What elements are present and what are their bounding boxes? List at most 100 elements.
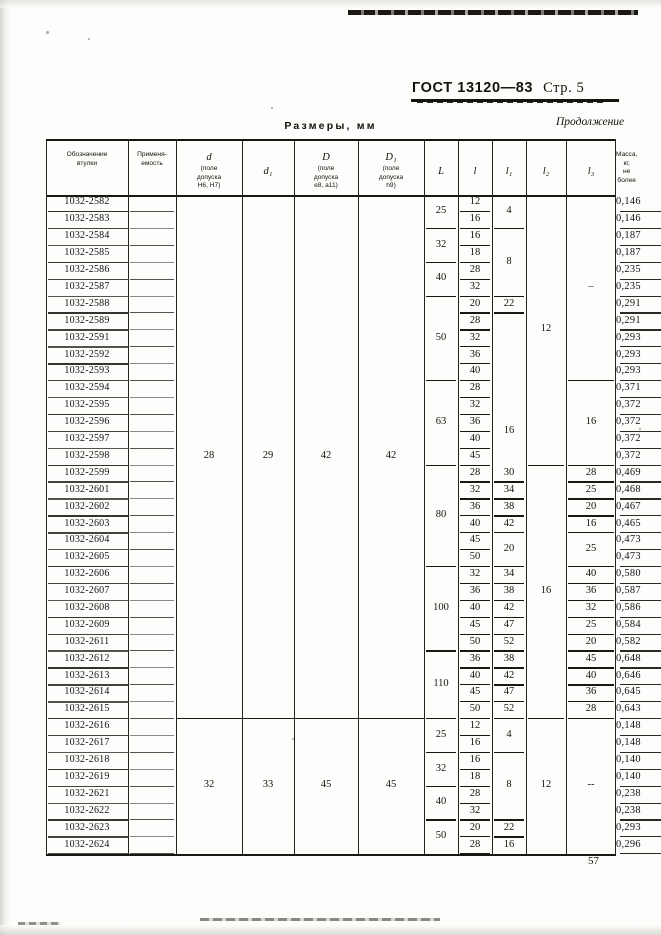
table-cell-l3: 32 — [585, 601, 597, 613]
table-cell-designation: 1032-2605 — [64, 551, 110, 563]
table-cell-l: 36 — [469, 416, 481, 428]
table-cell-mass: 0,372 — [616, 433, 641, 444]
row-rule-mass — [620, 819, 661, 821]
row-rule-l — [460, 363, 490, 365]
row-rule-mass — [620, 684, 661, 686]
table-cell-designation: 1032-2586 — [64, 264, 110, 276]
row-rule-designation — [48, 312, 128, 314]
row-rule-mass — [620, 481, 661, 483]
bottom-marker-bar — [200, 918, 440, 921]
header-line: (поле — [317, 164, 335, 172]
row-rule-applicability — [130, 447, 174, 449]
row-rule-l — [460, 718, 490, 720]
table-cell-mass: 0,293 — [616, 365, 641, 377]
table-cell-L: 50 — [435, 830, 447, 842]
row-rule-applicability — [130, 244, 174, 246]
header-line: Масса, кг, — [616, 151, 638, 167]
table-cell-l3: 25 — [585, 618, 597, 630]
table-cell-designation: 1032-2612 — [64, 652, 110, 664]
table-cell-l1-rule — [494, 633, 524, 635]
row-rule-designation — [48, 582, 128, 585]
header-symbol-D: D — [322, 152, 330, 163]
row-rule-designation — [48, 498, 128, 500]
table-cell-l: 16 — [469, 737, 481, 749]
table-cell-l1-rule — [494, 227, 524, 230]
table-cell-l1: 22 — [503, 297, 515, 309]
table-cell-mass: 0,586 — [616, 601, 641, 613]
row-rule-applicability — [130, 549, 174, 551]
row-rule-l — [460, 599, 490, 601]
table-cell-L-rule — [426, 380, 456, 382]
table-cell-l1-rule — [494, 498, 524, 500]
row-rule-designation — [48, 633, 128, 635]
table-cell-designation: 1032-2593 — [64, 365, 110, 377]
table-cell-mass: 0,580 — [616, 568, 641, 580]
row-rule-l — [460, 701, 490, 703]
table-cell-l: 28 — [469, 382, 481, 394]
table-cell-l: 28 — [469, 466, 481, 478]
row-rule-designation — [48, 261, 128, 264]
row-rule-designation — [48, 380, 128, 382]
table-bottom-rule — [46, 854, 616, 856]
scan-speck — [88, 38, 90, 40]
table-cell-l1: 47 — [503, 618, 515, 630]
header-line: Применя- — [137, 151, 167, 158]
table-cell-designation: 1032-2619 — [64, 770, 110, 782]
row-rule-mass — [620, 261, 661, 263]
row-rule-mass — [620, 718, 661, 720]
row-rule-mass — [620, 853, 661, 855]
table-cell-l1-rule — [494, 481, 524, 483]
table-cell-l3: – — [588, 280, 594, 292]
scan-edge-top — [0, 0, 661, 8]
table-cell-l3: 36 — [585, 585, 597, 597]
row-rule-designation — [48, 751, 128, 754]
row-rule-mass — [620, 836, 661, 838]
column-separator-4 — [294, 141, 295, 854]
table-cell-l1: 52 — [503, 703, 515, 715]
table-cell-l1: 8 — [506, 255, 512, 267]
table-cell-d: 32 — [203, 779, 215, 791]
table-cell-designation: 1032-2583 — [64, 213, 110, 225]
table-cell-D1: 42 — [385, 449, 397, 461]
row-rule-designation — [48, 244, 128, 247]
header-line: (поле — [200, 164, 218, 172]
row-rule-designation — [48, 853, 128, 855]
row-rule-designation — [48, 616, 128, 619]
row-rule-l — [460, 565, 490, 568]
table-cell-designation: 1032-2603 — [64, 517, 110, 529]
header-symbol-l2: l₂ — [542, 166, 550, 177]
table-cell-l1-rule — [494, 565, 524, 568]
scan-speck — [292, 738, 294, 740]
table-cell-l: 18 — [469, 770, 481, 782]
table-cell-L-rule — [426, 227, 456, 230]
row-rule-designation — [48, 481, 128, 483]
row-rule-l — [460, 481, 490, 483]
row-rule-designation — [48, 532, 128, 534]
header-symbol-L: L — [438, 166, 444, 177]
table-cell-l3: 25 — [585, 483, 597, 495]
row-rule-l — [460, 244, 490, 247]
row-rule-mass — [620, 346, 661, 348]
row-rule-designation — [48, 565, 128, 568]
row-rule-designation — [48, 549, 128, 551]
table-cell-designation: 1032-2594 — [64, 382, 110, 394]
row-rule-l — [460, 768, 490, 770]
row-rule-designation — [48, 768, 128, 771]
header-symbol-l1: l₁ — [505, 166, 513, 177]
table-cell-designation: 1032-2624 — [64, 838, 110, 850]
page-label: Стр. 5 — [543, 80, 585, 96]
row-rule-mass — [620, 785, 661, 787]
table-cell-designation: 1032-2616 — [64, 720, 110, 732]
row-rule-l — [460, 227, 490, 230]
table-cell-l: 45 — [469, 534, 481, 546]
row-rule-applicability — [130, 464, 174, 466]
row-rule-l — [460, 667, 490, 669]
row-rule-designation — [48, 227, 128, 230]
row-rule-applicability — [130, 346, 174, 348]
row-rule-applicability — [130, 768, 174, 770]
header-line: (поле — [382, 164, 400, 172]
table-header-mass: Масса, кг, не более — [616, 151, 637, 186]
table-cell-l: 20 — [469, 297, 481, 309]
header-line: допуска — [378, 173, 404, 181]
